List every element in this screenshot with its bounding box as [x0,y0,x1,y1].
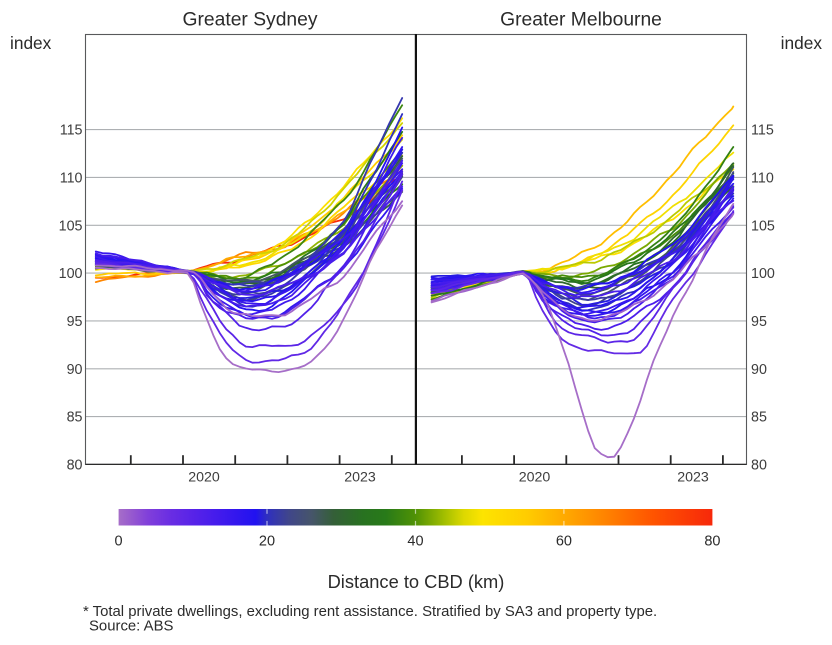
svg-text:2023: 2023 [344,470,376,486]
svg-text:100: 100 [751,266,775,282]
svg-text:95: 95 [751,314,767,330]
svg-text:2023: 2023 [677,470,709,486]
svg-text:Greater Sydney: Greater Sydney [182,10,317,31]
svg-text:2020: 2020 [519,470,551,486]
svg-text:40: 40 [407,534,423,550]
svg-text:105: 105 [751,218,775,234]
svg-text:80: 80 [704,534,720,550]
svg-text:85: 85 [751,410,767,426]
svg-text:80: 80 [751,457,767,473]
svg-text:95: 95 [67,314,83,330]
svg-text:index: index [10,33,52,53]
svg-text:105: 105 [59,218,83,234]
svg-text:115: 115 [60,123,83,139]
svg-text:110: 110 [60,170,83,186]
svg-text:Distance to CBD (km): Distance to CBD (km) [328,571,505,592]
svg-text:90: 90 [67,362,83,378]
svg-text:100: 100 [59,266,83,282]
svg-text:Source: ABS: Source: ABS [89,619,173,635]
svg-text:115: 115 [751,123,774,139]
svg-text:60: 60 [556,534,572,550]
svg-text:* Total private dwellings, exc: * Total private dwellings, excluding ren… [83,604,657,620]
svg-text:90: 90 [751,362,767,378]
svg-text:80: 80 [67,457,83,473]
svg-text:85: 85 [67,410,83,426]
svg-text:20: 20 [259,534,275,550]
svg-text:0: 0 [115,534,123,550]
svg-text:110: 110 [751,170,774,186]
svg-text:2020: 2020 [188,470,220,486]
svg-text:index: index [781,33,823,53]
svg-text:Greater Melbourne: Greater Melbourne [500,10,662,31]
